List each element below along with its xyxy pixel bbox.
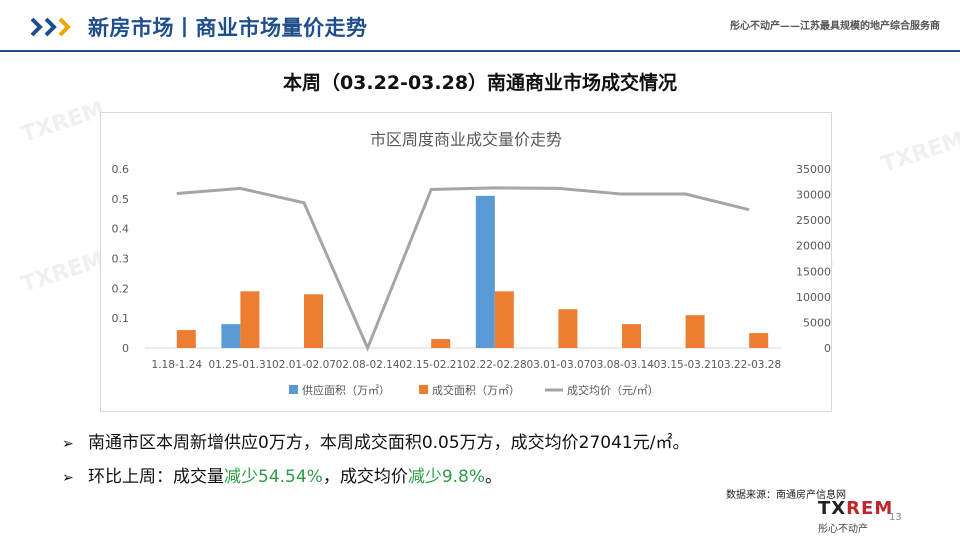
chevrons-icon xyxy=(30,17,71,37)
chart-container: 市区周度商业成交量价走势 0 0.1 0.2 0.3 0.4 0.5 0.6 0 5000 1000… xyxy=(100,112,832,412)
x-tick-label: 03.01-03.07 xyxy=(526,359,590,371)
x-tick-label: 03.22-03.28 xyxy=(717,359,781,371)
bullet-text: 南通市区本周新增供应0万方，本周成交面积0.05万方，成交均价27041元/㎡。 xyxy=(88,433,690,453)
legend-swatch xyxy=(419,385,428,394)
bar-supply xyxy=(475,195,495,348)
legend-label: 供应面积（万㎡） xyxy=(302,383,390,397)
left-tick-label: 0.5 xyxy=(112,193,130,206)
bullet-text-mid: ，成交均价 xyxy=(322,467,408,487)
bullet-supply-summary: ➢ 南通市区本周新增供应0万方，本周成交面积0.05万方，成交均价27041元/㎡… xyxy=(62,428,689,462)
price-change: 减少9.8% xyxy=(407,467,486,487)
right-tick-label: 20000 xyxy=(796,240,831,253)
x-tick-label: 02.15-02.21 xyxy=(399,359,463,371)
left-tick-label: 0.6 xyxy=(112,163,130,176)
left-tick-label: 0 xyxy=(122,342,129,355)
bullet-change-summary: ➢ 环比上周：成交量减少54.54%，成交均价减少9.8%。 xyxy=(62,462,689,496)
x-tick-label: 03.15-03.21 xyxy=(654,359,718,371)
page-number: 13 xyxy=(889,512,902,523)
left-tick-label: 0.4 xyxy=(112,223,130,236)
legend-swatch xyxy=(289,385,298,394)
right-tick-label: 15000 xyxy=(796,265,831,278)
x-tick-label: 03.08-03.14 xyxy=(590,359,654,371)
left-tick-label: 0.3 xyxy=(112,253,130,266)
bar-deal xyxy=(558,309,578,348)
watermark-logo: TXREM xyxy=(18,97,108,148)
right-tick-label: 25000 xyxy=(796,214,831,227)
right-tick-label: 10000 xyxy=(796,291,831,304)
bar-deal xyxy=(685,315,705,348)
arrow-bullet-icon: ➢ xyxy=(62,436,74,452)
right-tick-label: 30000 xyxy=(796,189,831,202)
header-divider xyxy=(0,50,960,52)
chart-title: 市区周度商业成交量价走势 xyxy=(370,130,562,149)
right-tick-label: 0 xyxy=(824,342,831,355)
watermark-logo: TXREM xyxy=(18,247,108,298)
arrow-bullet-icon: ➢ xyxy=(62,470,74,486)
bar-deal xyxy=(749,333,769,348)
x-tick-label: 02.01-02.07 xyxy=(272,359,336,371)
company-slogan: 彤心不动产——江苏最具规模的地产综合服务商 xyxy=(730,21,940,32)
company-logo: TXREM 彤心不动产 xyxy=(818,498,892,536)
left-tick-label: 0.2 xyxy=(112,282,130,295)
volume-change: 减少54.54% xyxy=(224,467,323,487)
bar-supply xyxy=(221,324,241,348)
bullet-text-post: 。 xyxy=(485,467,503,487)
bar-deal xyxy=(622,324,641,348)
x-tick-label: 01.25-01.31 xyxy=(208,359,272,371)
data-source: 数据来源：南通房产信息网 xyxy=(726,490,846,501)
legend-label: 成交面积（万㎡） xyxy=(432,383,520,397)
logo-subtext: 彤心不动产 xyxy=(818,524,868,535)
bar-deal xyxy=(304,294,323,348)
line-avg-price xyxy=(176,186,750,352)
watermark-logo: TXREM xyxy=(878,127,960,178)
bar-deal xyxy=(431,339,451,348)
left-tick-label: 0.1 xyxy=(112,312,130,325)
page-title: 新房市场丨商业市场量价走势 xyxy=(88,16,368,40)
legend-label: 成交均价（元/㎡） xyxy=(567,383,659,397)
bar-deal xyxy=(176,330,196,348)
x-tick-label: 1.18-1.24 xyxy=(152,359,203,371)
x-tick-label: 02.22-02.28 xyxy=(463,359,527,371)
logo-text-b: REM xyxy=(846,498,894,519)
page-header: 新房市场丨商业市场量价走势 彤心不动产——江苏最具规模的地产综合服务商 xyxy=(0,0,960,52)
bar-deal xyxy=(494,291,514,348)
summary-bullets: ➢ 南通市区本周新增供应0万方，本周成交面积0.05万方，成交均价27041元/㎡… xyxy=(62,428,689,496)
bullet-text-pre: 环比上周：成交量 xyxy=(88,467,224,487)
logo-text-a: TX xyxy=(818,498,847,519)
right-tick-label: 5000 xyxy=(803,316,831,329)
bar-deal xyxy=(240,291,260,348)
right-tick-label: 35000 xyxy=(796,163,831,176)
section-subtitle: 本周（03.22-03.28）南通商业市场成交情况 xyxy=(282,72,678,94)
combo-chart: 市区周度商业成交量价走势 0 0.1 0.2 0.3 0.4 0.5 0.6 0 5000 1000… xyxy=(112,130,832,397)
x-tick-label: 02.08-02.14 xyxy=(336,359,400,371)
